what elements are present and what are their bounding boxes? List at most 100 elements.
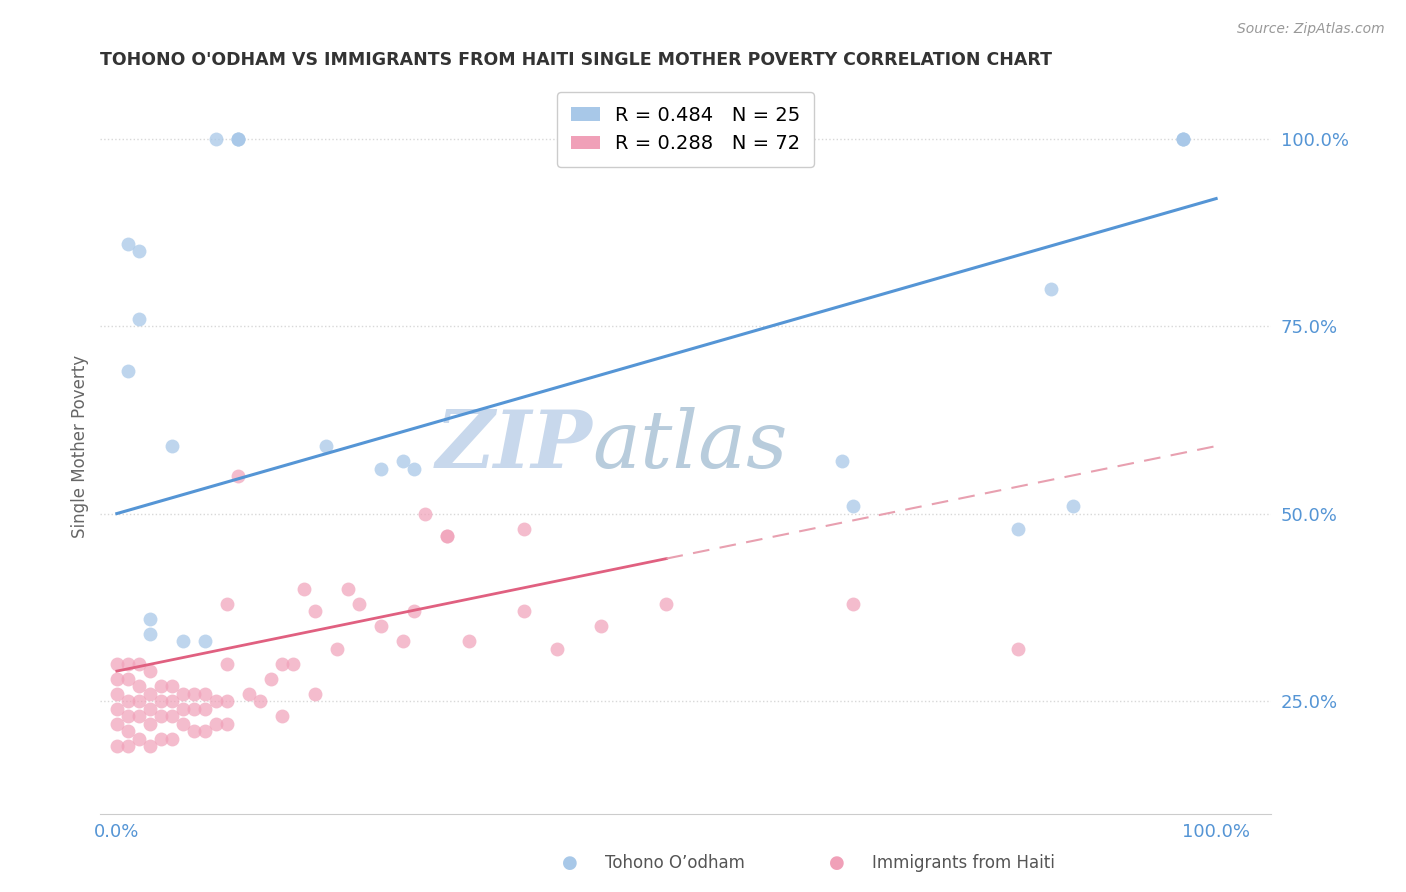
Point: [204, 694, 226, 708]
Text: Tohono O’odham: Tohono O’odham: [605, 855, 744, 872]
Point: [194, 687, 217, 701]
Point: [194, 634, 217, 648]
Point: [391, 634, 413, 648]
Point: [128, 244, 150, 258]
Point: [117, 236, 139, 251]
Point: [172, 701, 194, 715]
Point: [402, 604, 425, 618]
Point: [117, 672, 139, 686]
Text: Immigrants from Haiti: Immigrants from Haiti: [872, 855, 1054, 872]
Point: [183, 687, 205, 701]
Point: [160, 694, 183, 708]
Point: [128, 311, 150, 326]
Point: [325, 641, 347, 656]
Point: [215, 657, 238, 671]
Point: [160, 731, 183, 746]
Point: [160, 439, 183, 453]
Point: [281, 657, 304, 671]
Point: [105, 687, 128, 701]
Y-axis label: Single Mother Poverty: Single Mother Poverty: [72, 354, 89, 538]
Point: [183, 724, 205, 739]
Point: [149, 709, 172, 723]
Point: [226, 131, 249, 145]
Text: Source: ZipAtlas.com: Source: ZipAtlas.com: [1237, 22, 1385, 37]
Point: [117, 657, 139, 671]
Point: [292, 582, 315, 596]
Point: [194, 724, 217, 739]
Point: [831, 454, 853, 468]
Point: [128, 657, 150, 671]
Point: [204, 716, 226, 731]
Point: [139, 739, 162, 753]
Point: [117, 739, 139, 753]
Point: [315, 439, 337, 453]
Point: [139, 611, 162, 625]
Text: ●: ●: [828, 855, 845, 872]
Point: [215, 694, 238, 708]
Point: [226, 469, 249, 483]
Text: ●: ●: [561, 855, 578, 872]
Point: [457, 634, 479, 648]
Point: [238, 687, 260, 701]
Point: [139, 701, 162, 715]
Point: [226, 131, 249, 145]
Point: [128, 694, 150, 708]
Point: [149, 694, 172, 708]
Point: [546, 641, 568, 656]
Point: [370, 461, 392, 475]
Text: ZIP: ZIP: [436, 408, 592, 485]
Point: [105, 672, 128, 686]
Point: [117, 709, 139, 723]
Point: [347, 597, 370, 611]
Point: [139, 664, 162, 678]
Point: [589, 619, 612, 633]
Point: [304, 604, 326, 618]
Point: [105, 657, 128, 671]
Point: [194, 701, 217, 715]
Point: [842, 597, 865, 611]
Point: [260, 672, 283, 686]
Point: [149, 731, 172, 746]
Point: [1173, 131, 1195, 145]
Point: [139, 626, 162, 640]
Point: [226, 131, 249, 145]
Point: [1173, 131, 1195, 145]
Point: [1007, 522, 1029, 536]
Text: atlas: atlas: [592, 408, 787, 485]
Point: [139, 716, 162, 731]
Point: [183, 701, 205, 715]
Point: [160, 679, 183, 693]
Point: [105, 701, 128, 715]
Point: [249, 694, 271, 708]
Point: [391, 454, 413, 468]
Point: [105, 716, 128, 731]
Point: [128, 709, 150, 723]
Point: [215, 716, 238, 731]
Point: [172, 716, 194, 731]
Point: [149, 679, 172, 693]
Text: TOHONO O'ODHAM VS IMMIGRANTS FROM HAITI SINGLE MOTHER POVERTY CORRELATION CHART: TOHONO O'ODHAM VS IMMIGRANTS FROM HAITI …: [100, 51, 1052, 69]
Point: [1040, 282, 1063, 296]
Point: [1062, 499, 1084, 513]
Legend: R = 0.484   N = 25, R = 0.288   N = 72: R = 0.484 N = 25, R = 0.288 N = 72: [557, 92, 814, 167]
Point: [1173, 131, 1195, 145]
Point: [436, 529, 458, 543]
Point: [117, 364, 139, 378]
Point: [172, 687, 194, 701]
Point: [842, 499, 865, 513]
Point: [215, 597, 238, 611]
Point: [413, 507, 436, 521]
Point: [655, 597, 678, 611]
Point: [512, 522, 534, 536]
Point: [105, 739, 128, 753]
Point: [304, 687, 326, 701]
Point: [402, 461, 425, 475]
Point: [128, 679, 150, 693]
Point: [436, 529, 458, 543]
Point: [172, 634, 194, 648]
Point: [117, 724, 139, 739]
Point: [204, 131, 226, 145]
Point: [270, 709, 292, 723]
Point: [128, 731, 150, 746]
Point: [117, 694, 139, 708]
